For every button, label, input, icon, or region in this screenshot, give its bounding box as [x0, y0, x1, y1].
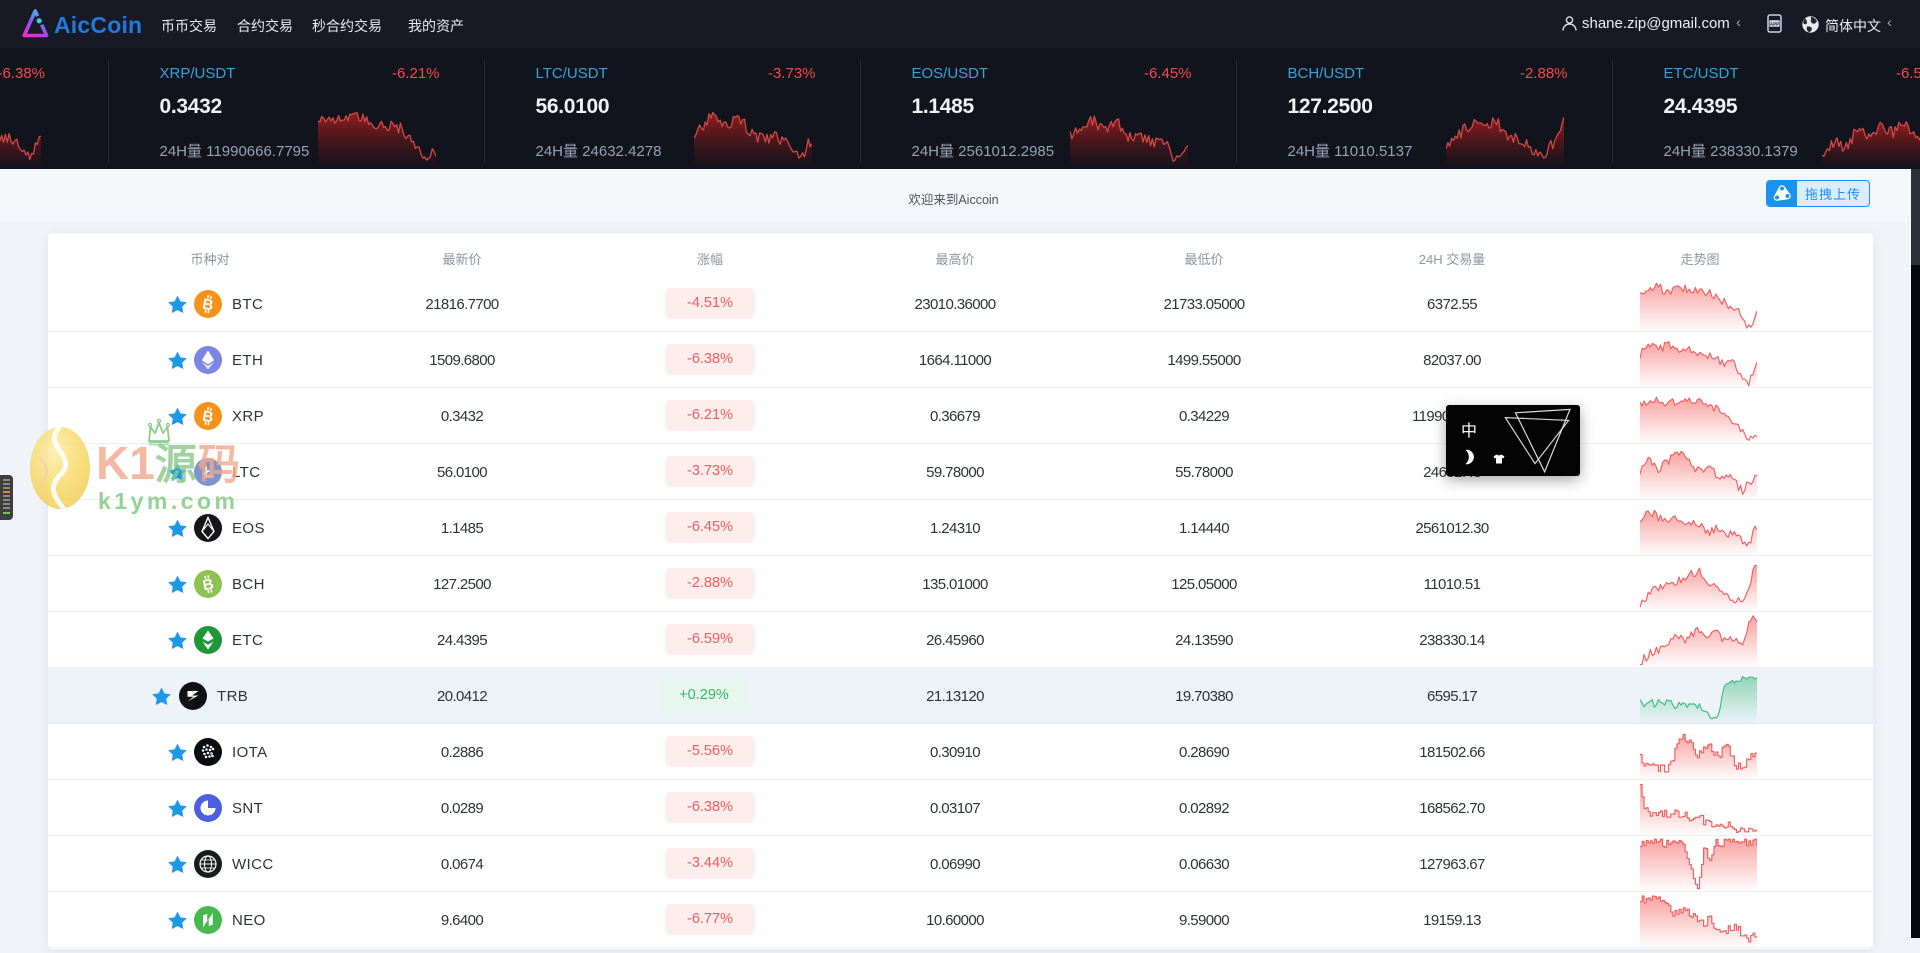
svg-text:B: B — [201, 296, 215, 315]
svg-text:B: B — [201, 408, 215, 427]
svg-text:APP: APP — [1770, 21, 1779, 26]
svg-text:Ł: Ł — [204, 465, 214, 482]
